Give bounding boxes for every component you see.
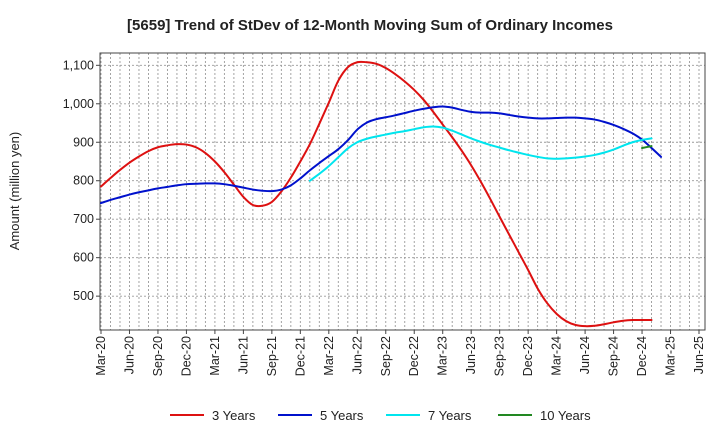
series-group: [100, 60, 663, 328]
x-tick-label: Dec-23: [521, 336, 535, 376]
x-tick-label: Sep-21: [265, 336, 279, 376]
x-tick-label: Jun-25: [692, 336, 706, 374]
x-tick-label: Dec-24: [635, 336, 649, 376]
x-tick-label: Sep-24: [607, 336, 621, 376]
chart-title: [5659] Trend of StDev of 12-Month Moving…: [127, 17, 613, 34]
x-tick-label: Jun-21: [236, 336, 250, 374]
x-tick-label: Dec-22: [407, 336, 421, 376]
x-tick-label: Sep-23: [493, 336, 507, 376]
x-tick-label: Mar-20: [94, 336, 108, 376]
series-line-3-years: [100, 60, 653, 328]
legend: 3 Years 5 Years 7 Years 10 Years: [170, 408, 591, 423]
legend-item-5-years: 5 Years: [278, 408, 364, 423]
y-axis: 500 600 700 800 900 1,000 1,100: [63, 58, 100, 303]
x-tick-label: Jun-24: [578, 336, 592, 374]
series-line-7-years: [308, 125, 653, 182]
y-tick-label: 900: [73, 135, 94, 149]
legend-label: 5 Years: [320, 408, 364, 423]
legend-item-10-years: 10 Years: [498, 408, 591, 423]
y-tick-label: 1,000: [63, 97, 94, 111]
x-tick-label: Mar-22: [322, 336, 336, 376]
x-tick-label: Sep-20: [151, 336, 165, 376]
series-line-5-years: [100, 105, 663, 205]
gridlines: [100, 53, 705, 330]
x-tick-label: Dec-21: [293, 336, 307, 376]
x-tick-label: Mar-21: [208, 336, 222, 376]
y-tick-label: 600: [73, 251, 94, 265]
x-tick-label: Dec-20: [179, 336, 193, 376]
x-tick-label: Jun-20: [122, 336, 136, 374]
legend-label: 3 Years: [212, 408, 256, 423]
plot-area-frame: [99, 52, 706, 331]
y-tick-label: 500: [73, 289, 94, 303]
legend-item-3-years: 3 Years: [170, 408, 256, 423]
y-tick-label: 700: [73, 212, 94, 226]
x-tick-label: Jun-23: [464, 336, 478, 374]
x-tick-label: Mar-23: [436, 336, 450, 376]
x-tick-label: Jun-22: [350, 336, 364, 374]
y-tick-label: 1,100: [63, 58, 94, 72]
x-axis: Mar-20 Jun-20 Sep-20 Dec-20 Mar-21 Jun-21 Sep-…: [94, 330, 706, 376]
y-axis-label: Amount (million yen): [7, 132, 22, 251]
x-tick-label: Sep-22: [379, 336, 393, 376]
legend-item-7-years: 7 Years: [386, 408, 472, 423]
legend-label: 10 Years: [540, 408, 591, 423]
y-tick-label: 800: [73, 174, 94, 188]
legend-label: 7 Years: [428, 408, 472, 423]
x-tick-label: Mar-25: [664, 336, 678, 376]
series-line-10-years: [641, 145, 653, 150]
x-tick-label: Mar-24: [550, 336, 564, 376]
